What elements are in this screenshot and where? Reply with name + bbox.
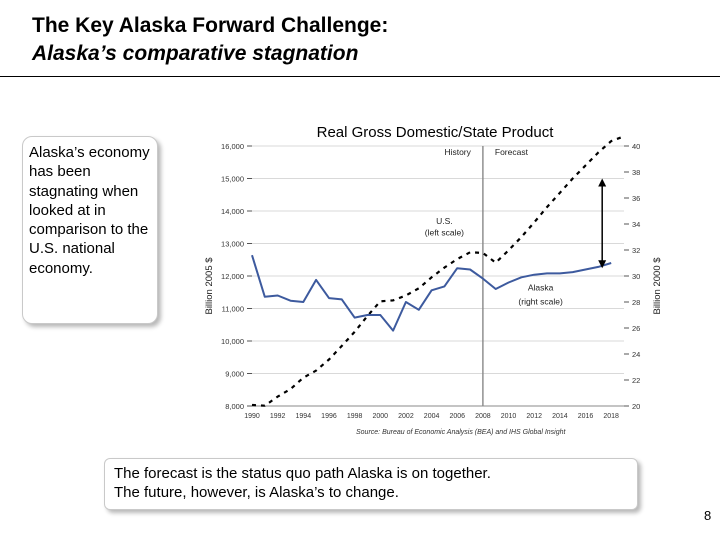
bottom-note-line-1: The forecast is the status quo path Alas… — [114, 465, 491, 482]
alaska-series-label: Alaska — [528, 282, 554, 292]
left-tick-label: 11,000 — [222, 305, 244, 314]
chart-title: Real Gross Domestic/State Product — [316, 124, 554, 141]
left-tick-label: 16,000 — [221, 142, 244, 151]
title-line-1: The Key Alaska Forward Challenge: — [32, 14, 389, 37]
gap-arrow-head-up — [598, 178, 607, 187]
title-line-2: Alaska’s comparative stagnation — [32, 42, 359, 65]
x-tick-label: 2018 — [603, 413, 619, 420]
gap-arrow-head-down — [598, 260, 607, 269]
source-note: Source: Bureau of Economic Analysis (BEA… — [356, 429, 567, 436]
left-tick-label: 9,000 — [225, 370, 244, 379]
right-tick-label: 32 — [632, 246, 640, 255]
us-series-label-scale: (left scale) — [425, 227, 464, 237]
x-tick-label: 2004 — [424, 413, 440, 420]
slide-title: The Key Alaska Forward Challenge: Alaska… — [32, 12, 702, 68]
x-tick-label: 1990 — [244, 413, 260, 420]
gdp-chart: Real Gross Domestic/State Product 8,000 9… — [192, 120, 672, 440]
callout-box: Alaska’s economy has been stagnating whe… — [22, 136, 158, 324]
us-series-label: U.S. — [436, 216, 453, 226]
title-divider — [0, 76, 720, 77]
right-tick-label: 22 — [632, 376, 640, 385]
chart-canvas: 8,000 9,000 10,000 11,000 12,000 13,000 14,000… — [204, 135, 663, 436]
bottom-note-box: The forecast is the status quo path Alas… — [104, 458, 638, 510]
right-tick-label: 36 — [632, 194, 640, 203]
right-tick-label: 20 — [632, 402, 640, 411]
x-tick-label: 1994 — [296, 413, 312, 420]
left-tick-label: 12,000 — [221, 272, 244, 281]
right-tick-label: 24 — [632, 350, 640, 359]
x-tick-label: 2010 — [501, 413, 517, 420]
left-tick-label: 13,000 — [221, 240, 244, 249]
left-tick-label: 14,000 — [221, 207, 244, 216]
x-tick-label: 2002 — [398, 413, 414, 420]
right-tick-label: 28 — [632, 298, 640, 307]
x-tick-label: 2006 — [449, 413, 465, 420]
right-tick-label: 30 — [632, 272, 640, 281]
x-tick-label: 1998 — [347, 413, 363, 420]
x-tick-label: 1996 — [321, 413, 337, 420]
page-number: 8 — [704, 508, 712, 523]
x-tick-label: 2000 — [372, 413, 388, 420]
left-tick-label: 8,000 — [225, 402, 244, 411]
right-tick-label: 40 — [632, 142, 640, 151]
right-tick-label: 38 — [632, 168, 640, 177]
left-axis-title: Billion 2005 $ — [204, 257, 215, 315]
callout-text: Alaska’s economy has been stagnating whe… — [29, 144, 150, 277]
x-tick-label: 2008 — [475, 413, 491, 420]
x-tick-label: 2012 — [526, 413, 542, 420]
alaska-series-label-scale: (right scale) — [518, 297, 563, 307]
left-tick-label: 15,000 — [221, 175, 244, 184]
right-tick-label: 34 — [632, 220, 640, 229]
right-tick-label: 26 — [632, 324, 640, 333]
history-label: History — [444, 147, 471, 157]
x-tick-label: 2014 — [552, 413, 568, 420]
bottom-note-line-2: The future, however, is Alaska’s to chan… — [114, 484, 399, 501]
x-tick-label: 1992 — [270, 413, 286, 420]
alaska-series-line — [251, 254, 612, 332]
us-series-line — [251, 135, 625, 407]
x-tick-label: 2016 — [578, 413, 594, 420]
right-axis-title: Billion 2000 $ — [652, 257, 663, 315]
left-tick-label: 10,000 — [221, 337, 244, 346]
forecast-label: Forecast — [495, 147, 529, 157]
